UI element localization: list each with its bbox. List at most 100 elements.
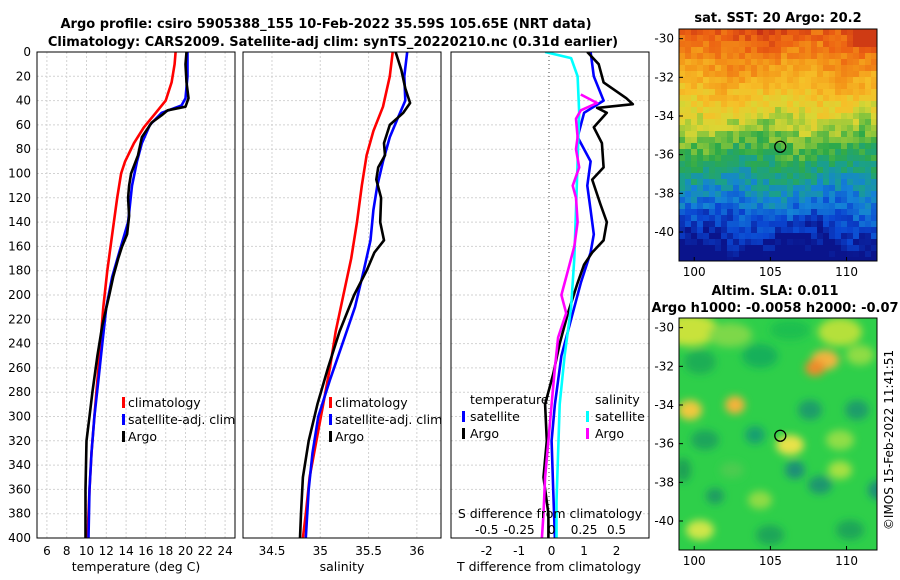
sst-cell [739,215,746,222]
sla-blob [868,480,877,500]
sst-cell [733,173,740,180]
sst-cell [691,71,698,78]
sst-cell [733,179,740,186]
sst-cell [715,83,722,90]
sst-cell [775,77,782,84]
sst-cell [871,95,877,102]
sst-cell [853,101,860,108]
sst-cell [733,251,740,258]
sst-cell [757,47,764,54]
sst-cell [859,71,866,78]
sst-cell [817,107,824,114]
sst-cell [733,215,740,222]
sst-cell [829,95,836,102]
sst-cell [721,35,728,42]
sst-cell [763,191,770,198]
sst-cell [817,125,824,132]
sst-cell [835,113,842,120]
sst-cell [769,215,776,222]
sst-cell [865,137,872,144]
sst-cell [799,251,806,258]
sst-cell [739,167,746,174]
sst-cell [841,191,848,198]
sst-cell [703,209,710,216]
sst-cell [709,251,716,258]
sst-cell [793,215,800,222]
sst-cell [709,203,716,210]
sst-cell [697,101,704,108]
sst-cell [805,107,812,114]
sst-cell [859,191,866,198]
sst-cell [715,251,722,258]
sst-cell [829,233,836,240]
sst-cell [697,167,704,174]
sst-cell [805,215,812,222]
sst-cell [805,119,812,126]
sst-cell [751,209,758,216]
sst-cell [799,47,806,54]
sst-cell [685,197,692,204]
sst-cell [847,47,854,54]
sst-cell [751,89,758,96]
sst-cell [739,59,746,66]
sst-cell [853,125,860,132]
sst-cell [841,215,848,222]
sst-cell [835,191,842,198]
sst-cell [715,197,722,204]
sst-cell [757,203,764,210]
sst-cell [859,53,866,60]
sst-cell [739,197,746,204]
sst-cell [835,167,842,174]
sst-cell [871,107,877,114]
sst-cell [727,155,734,162]
sst-cell [691,245,698,252]
sst-cell [799,41,806,48]
sst-cell [847,221,854,228]
sst-cell [835,257,842,261]
sst-cell [793,185,800,192]
sst-cell [847,53,854,60]
sst-cell [697,173,704,180]
sst-cell [781,89,788,96]
sst-cell [685,137,692,144]
sst-cell [751,131,758,138]
difference-legend: temperature satellite Argo salinity sate… [462,392,645,441]
sst-cell [781,221,788,228]
sst-cell [721,179,728,186]
sst-cell [817,89,824,96]
sst-cell [763,179,770,186]
sst-cell [727,131,734,138]
sst-cell [733,239,740,246]
sst-cell [811,197,818,204]
sst-cell [757,221,764,228]
salinity-tick-labels: 34.5 35 35.5 36 [259,544,425,558]
sst-cell [841,257,848,261]
sst-cell [691,83,698,90]
sst-cell [847,233,854,240]
sst-cell [721,53,728,60]
lat-tick-label: -36 [654,148,674,162]
sla-blob [679,400,702,420]
sst-cell [721,77,728,84]
sst-cell [793,89,800,96]
s-tick-label: -0.5 [475,523,498,537]
sst-cell [751,95,758,102]
sst-cell [721,239,728,246]
sst-cell [793,131,800,138]
x-tick-label: 24 [217,544,232,558]
sst-cell [865,65,872,72]
sst-cell [721,161,728,168]
sst-cell [805,257,812,261]
sst-cell [751,53,758,60]
sst-cell [721,89,728,96]
sst-cell [799,71,806,78]
sst-cell [853,227,860,234]
sst-cell [715,257,722,261]
sst-cell [697,197,704,204]
sst-cell [685,251,692,258]
legend-marker-climatology [329,397,332,408]
sst-cell [703,185,710,192]
sst-cell [745,251,752,258]
series-line-argo [298,52,412,538]
sst-cell [829,47,836,54]
